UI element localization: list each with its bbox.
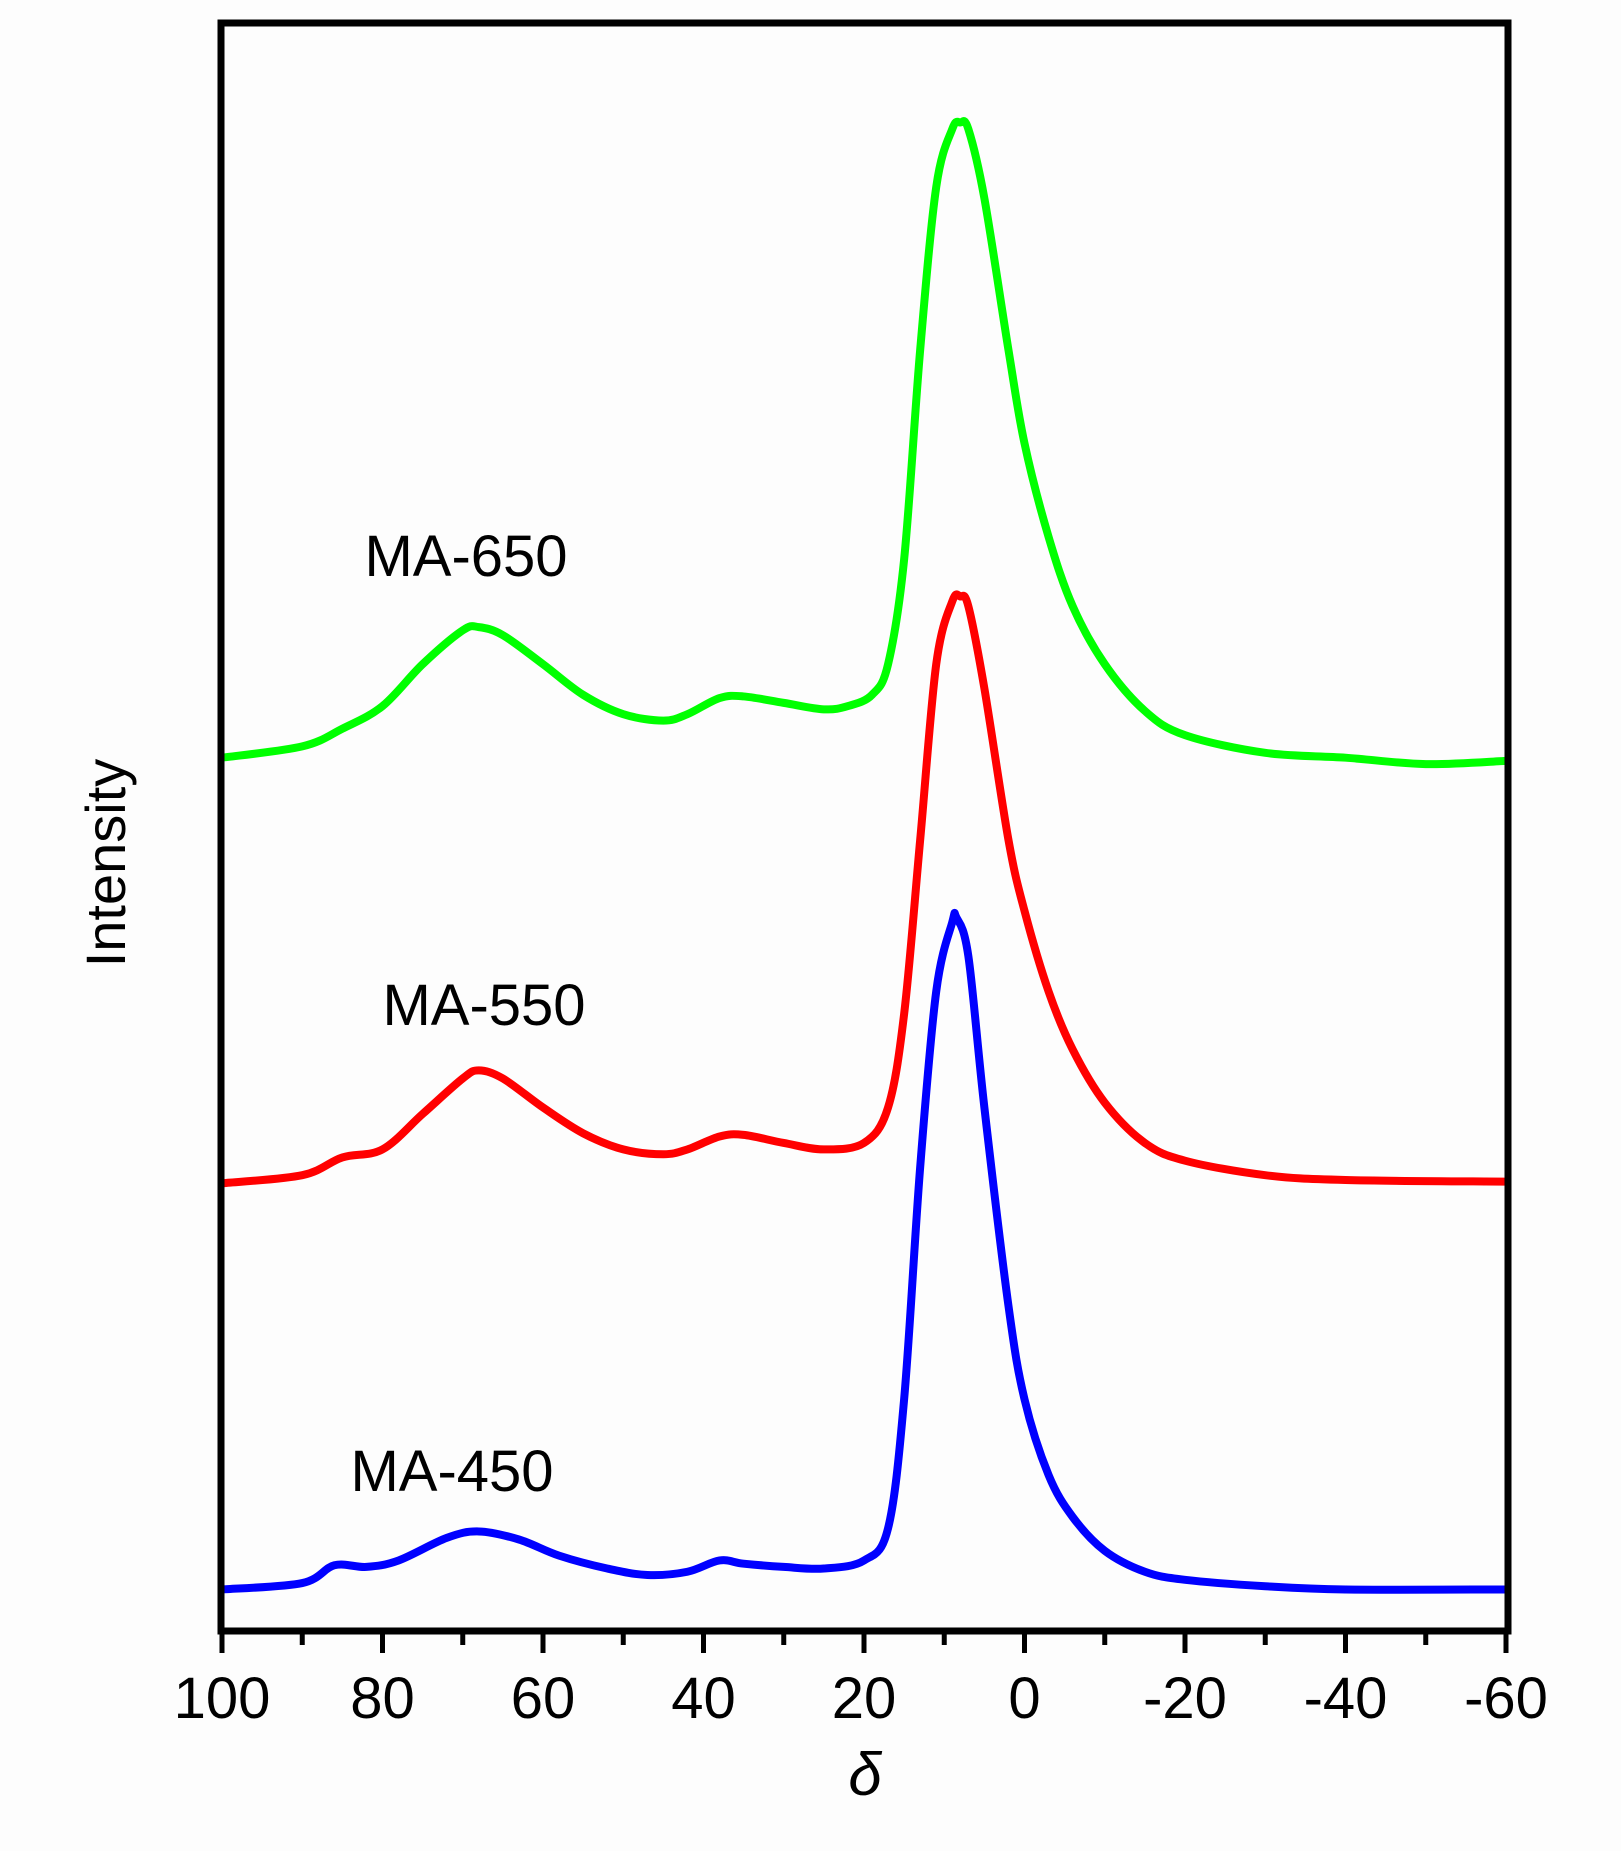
x-tick-label: 100 — [174, 1666, 271, 1731]
x-tick-label: -40 — [1304, 1666, 1388, 1731]
x-axis-ticks: 100 80 60 40 20 0 -20 -40 -60 — [174, 1633, 1548, 1731]
series-line-ma-550 — [218, 590, 1510, 1188]
series-labels: MA-650 MA-550 MA-450 — [350, 524, 585, 1504]
x-tick-label: 60 — [511, 1666, 576, 1731]
series-label-ma-650: MA-650 — [364, 524, 567, 589]
x-tick-label: -60 — [1464, 1666, 1548, 1731]
series-label-ma-450: MA-450 — [350, 1439, 553, 1504]
series-layer — [218, 117, 1510, 1594]
x-tick-label: 0 — [1008, 1666, 1040, 1731]
y-axis-label: Intensity — [74, 759, 137, 968]
series-label-ma-550: MA-550 — [382, 973, 585, 1038]
plot-frame — [217, 19, 1512, 1635]
x-tick-label: 40 — [671, 1666, 736, 1731]
x-tick-label: -20 — [1143, 1666, 1227, 1731]
x-axis-label: δ — [848, 1741, 882, 1808]
series-line-ma-450 — [218, 908, 1510, 1594]
x-tick-label: 80 — [350, 1666, 415, 1731]
series-line-ma-650 — [218, 117, 1510, 769]
x-tick-label: 20 — [832, 1666, 897, 1731]
